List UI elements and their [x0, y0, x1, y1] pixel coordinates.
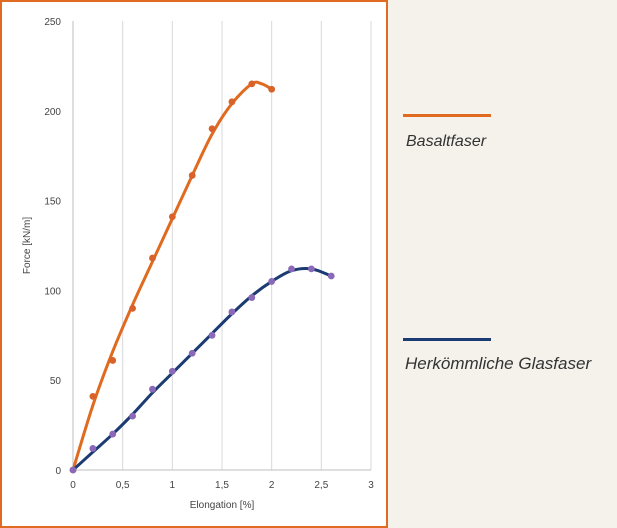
data-point-glasfaser	[248, 294, 256, 301]
data-point-basaltfaser	[89, 392, 97, 400]
data-point-basaltfaser	[208, 125, 216, 133]
x-tick-label: 0	[70, 480, 76, 491]
data-point-glasfaser	[327, 272, 335, 280]
y-tick-label: 0	[55, 466, 61, 477]
data-point-basaltfaser	[109, 357, 117, 364]
x-tick-label: 2	[269, 480, 275, 491]
y-tick-label: 50	[50, 376, 62, 387]
legend-line-glasfaser	[403, 338, 491, 341]
data-point-basaltfaser	[268, 85, 276, 93]
x-axis-label: Elongation [%]	[190, 500, 255, 511]
x-tick-label: 0,5	[116, 480, 130, 491]
y-tick-label: 150	[44, 197, 61, 208]
data-point-basaltfaser	[228, 98, 236, 106]
y-tick-label: 100	[44, 286, 61, 297]
y-tick-label: 250	[44, 17, 61, 28]
data-point-glasfaser	[268, 278, 276, 285]
data-point-glasfaser	[89, 445, 97, 452]
data-point-glasfaser	[208, 331, 216, 339]
legend-label-glasfaser: Herkömmliche Glasfaser	[405, 354, 592, 373]
legend-line-basaltfaser	[403, 114, 491, 117]
data-point-glasfaser	[188, 349, 196, 357]
data-point-glasfaser	[228, 308, 236, 316]
data-point-basaltfaser	[149, 254, 156, 262]
y-tick-label: 200	[44, 107, 61, 118]
x-tick-label: 3	[368, 480, 374, 491]
data-point-basaltfaser	[188, 172, 196, 179]
x-tick-label: 2,5	[314, 480, 328, 491]
series-line-glasfaser	[71, 266, 333, 472]
data-point-basaltfaser	[168, 213, 176, 221]
x-tick-label: 1	[170, 480, 176, 491]
data-point-glasfaser	[168, 367, 176, 375]
data-point-basaltfaser	[248, 80, 256, 88]
legend-label-basaltfaser: Basaltfaser	[406, 133, 487, 150]
data-point-glasfaser	[129, 412, 137, 420]
chart-plot: 0 0,5 1 1,5 2 2,5 3 0 50 100 150 200 250 Elongation […	[22, 17, 374, 511]
y-axis-label: Force [kN/m]	[22, 217, 33, 274]
data-point-basaltfaser	[129, 304, 137, 312]
data-point-glasfaser	[308, 265, 315, 273]
data-point-glasfaser	[109, 430, 117, 438]
data-point-glasfaser	[149, 385, 156, 393]
data-point-glasfaser	[69, 466, 77, 474]
x-tick-label: 1,5	[215, 480, 229, 491]
chart-frame	[0, 0, 388, 528]
data-point-glasfaser	[288, 265, 295, 273]
